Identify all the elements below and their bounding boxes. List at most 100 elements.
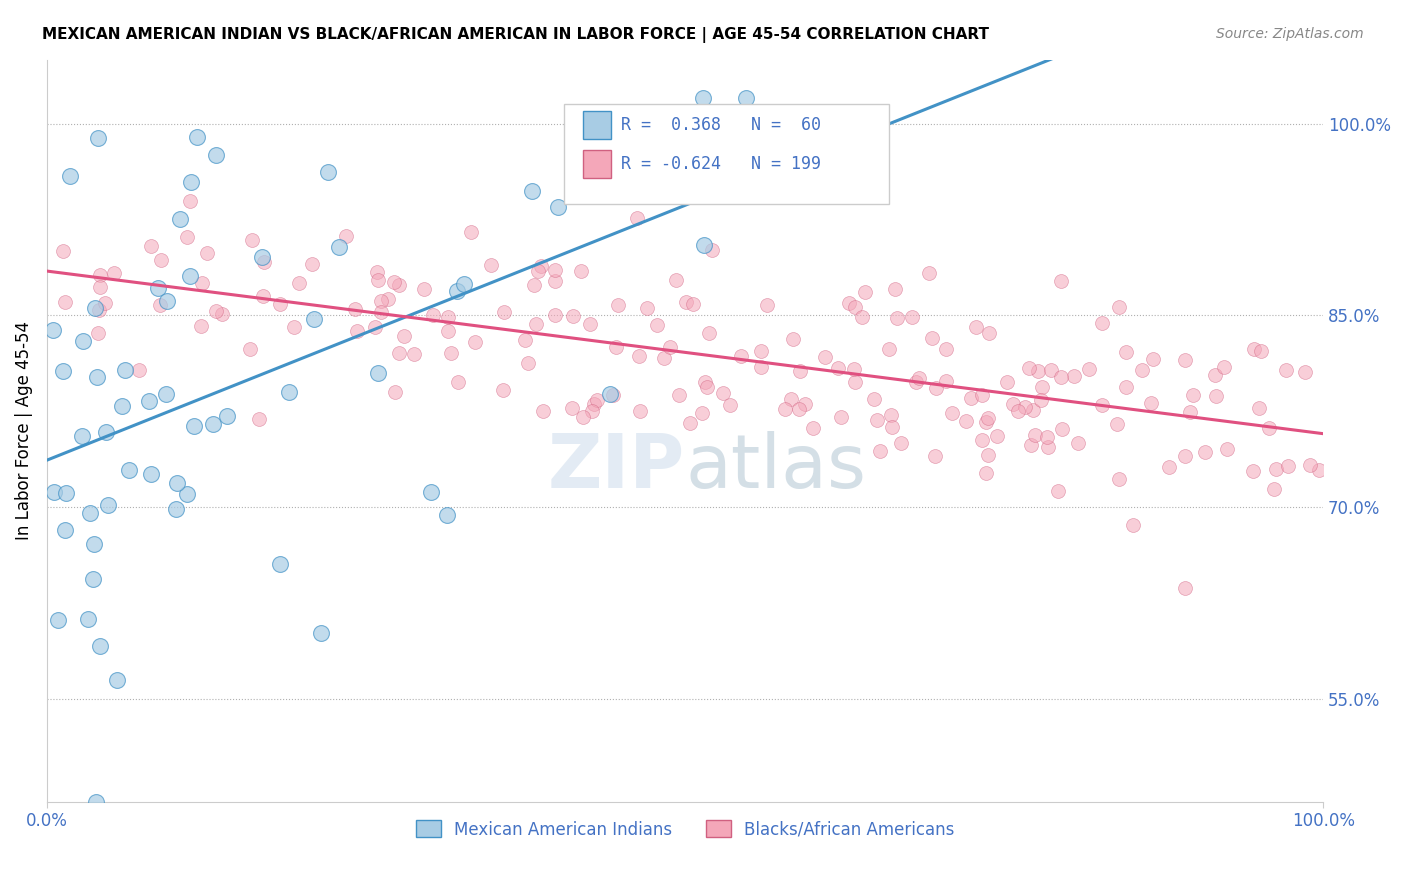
Point — [77, 612, 100, 626]
Point — [1067, 436, 1090, 450]
Point — [675, 295, 697, 310]
Point — [367, 366, 389, 380]
Point — [626, 211, 648, 225]
Point — [581, 404, 603, 418]
Point — [1090, 316, 1112, 330]
Point — [103, 266, 125, 280]
Point — [148, 280, 170, 294]
Point — [1122, 518, 1144, 533]
Point — [627, 349, 650, 363]
Point — [1264, 462, 1286, 476]
Point — [723, 184, 745, 198]
Point — [814, 350, 837, 364]
Point — [1140, 396, 1163, 410]
Point — [252, 288, 274, 302]
Point — [844, 375, 866, 389]
Point — [211, 307, 233, 321]
Point — [335, 229, 357, 244]
Point — [1014, 400, 1036, 414]
Point — [84, 795, 107, 809]
Point — [186, 130, 208, 145]
Point — [1178, 405, 1201, 419]
Point — [86, 370, 108, 384]
Point — [1040, 363, 1063, 377]
Point — [1174, 353, 1197, 368]
Point — [1022, 403, 1045, 417]
Point — [749, 359, 772, 374]
Point — [517, 356, 540, 370]
Point — [89, 639, 111, 653]
Point — [1018, 361, 1040, 376]
Point — [1049, 370, 1071, 384]
Point — [679, 417, 702, 431]
Point — [413, 282, 436, 296]
Point — [240, 233, 263, 247]
Point — [977, 411, 1000, 425]
Point — [447, 376, 470, 390]
Point — [1078, 362, 1101, 376]
Point — [1194, 444, 1216, 458]
Point — [773, 401, 796, 416]
Point — [690, 407, 713, 421]
Point — [682, 297, 704, 311]
Point — [402, 347, 425, 361]
Point — [1091, 398, 1114, 412]
Point — [544, 274, 567, 288]
Point — [247, 412, 270, 426]
Point — [366, 265, 388, 279]
Point — [1108, 472, 1130, 486]
Point — [884, 281, 907, 295]
Point — [977, 448, 1000, 462]
Point — [83, 537, 105, 551]
Point — [1024, 428, 1046, 442]
Point — [697, 326, 720, 341]
Point — [70, 429, 93, 443]
Point — [581, 187, 603, 202]
Point — [586, 392, 609, 407]
Point — [579, 318, 602, 332]
Point — [89, 268, 111, 282]
Point — [628, 404, 651, 418]
Point — [1294, 365, 1316, 379]
Point — [1001, 397, 1024, 411]
Point — [180, 175, 202, 189]
Point — [1063, 369, 1085, 384]
Point — [128, 363, 150, 377]
Point — [1250, 343, 1272, 358]
Point — [460, 225, 482, 239]
Point — [1174, 449, 1197, 463]
Text: atlas: atlas — [685, 431, 866, 504]
Point — [924, 449, 946, 463]
Point — [155, 386, 177, 401]
Point — [205, 304, 228, 318]
Point — [890, 436, 912, 450]
Point — [886, 310, 908, 325]
Point — [420, 484, 443, 499]
Point — [311, 626, 333, 640]
Point — [935, 374, 957, 388]
Point — [801, 421, 824, 435]
Point — [252, 255, 274, 269]
Point — [544, 262, 567, 277]
Point — [730, 349, 752, 363]
Text: MEXICAN AMERICAN INDIAN VS BLACK/AFRICAN AMERICAN IN LABOR FORCE | AGE 45-54 COR: MEXICAN AMERICAN INDIAN VS BLACK/AFRICAN… — [42, 27, 990, 43]
Point — [205, 148, 228, 162]
Point — [1249, 401, 1271, 416]
Point — [1036, 440, 1059, 454]
Point — [974, 415, 997, 429]
Point — [494, 305, 516, 319]
Point — [602, 388, 624, 402]
Point — [749, 343, 772, 358]
Point — [787, 401, 810, 416]
Point — [1174, 581, 1197, 595]
Point — [1108, 300, 1130, 314]
Point — [301, 257, 323, 271]
Point — [165, 502, 187, 516]
Point — [693, 238, 716, 252]
Point — [718, 398, 741, 412]
Point — [544, 308, 567, 322]
Point — [367, 273, 389, 287]
Point — [302, 312, 325, 326]
Point — [1299, 458, 1322, 473]
Point — [87, 326, 110, 340]
